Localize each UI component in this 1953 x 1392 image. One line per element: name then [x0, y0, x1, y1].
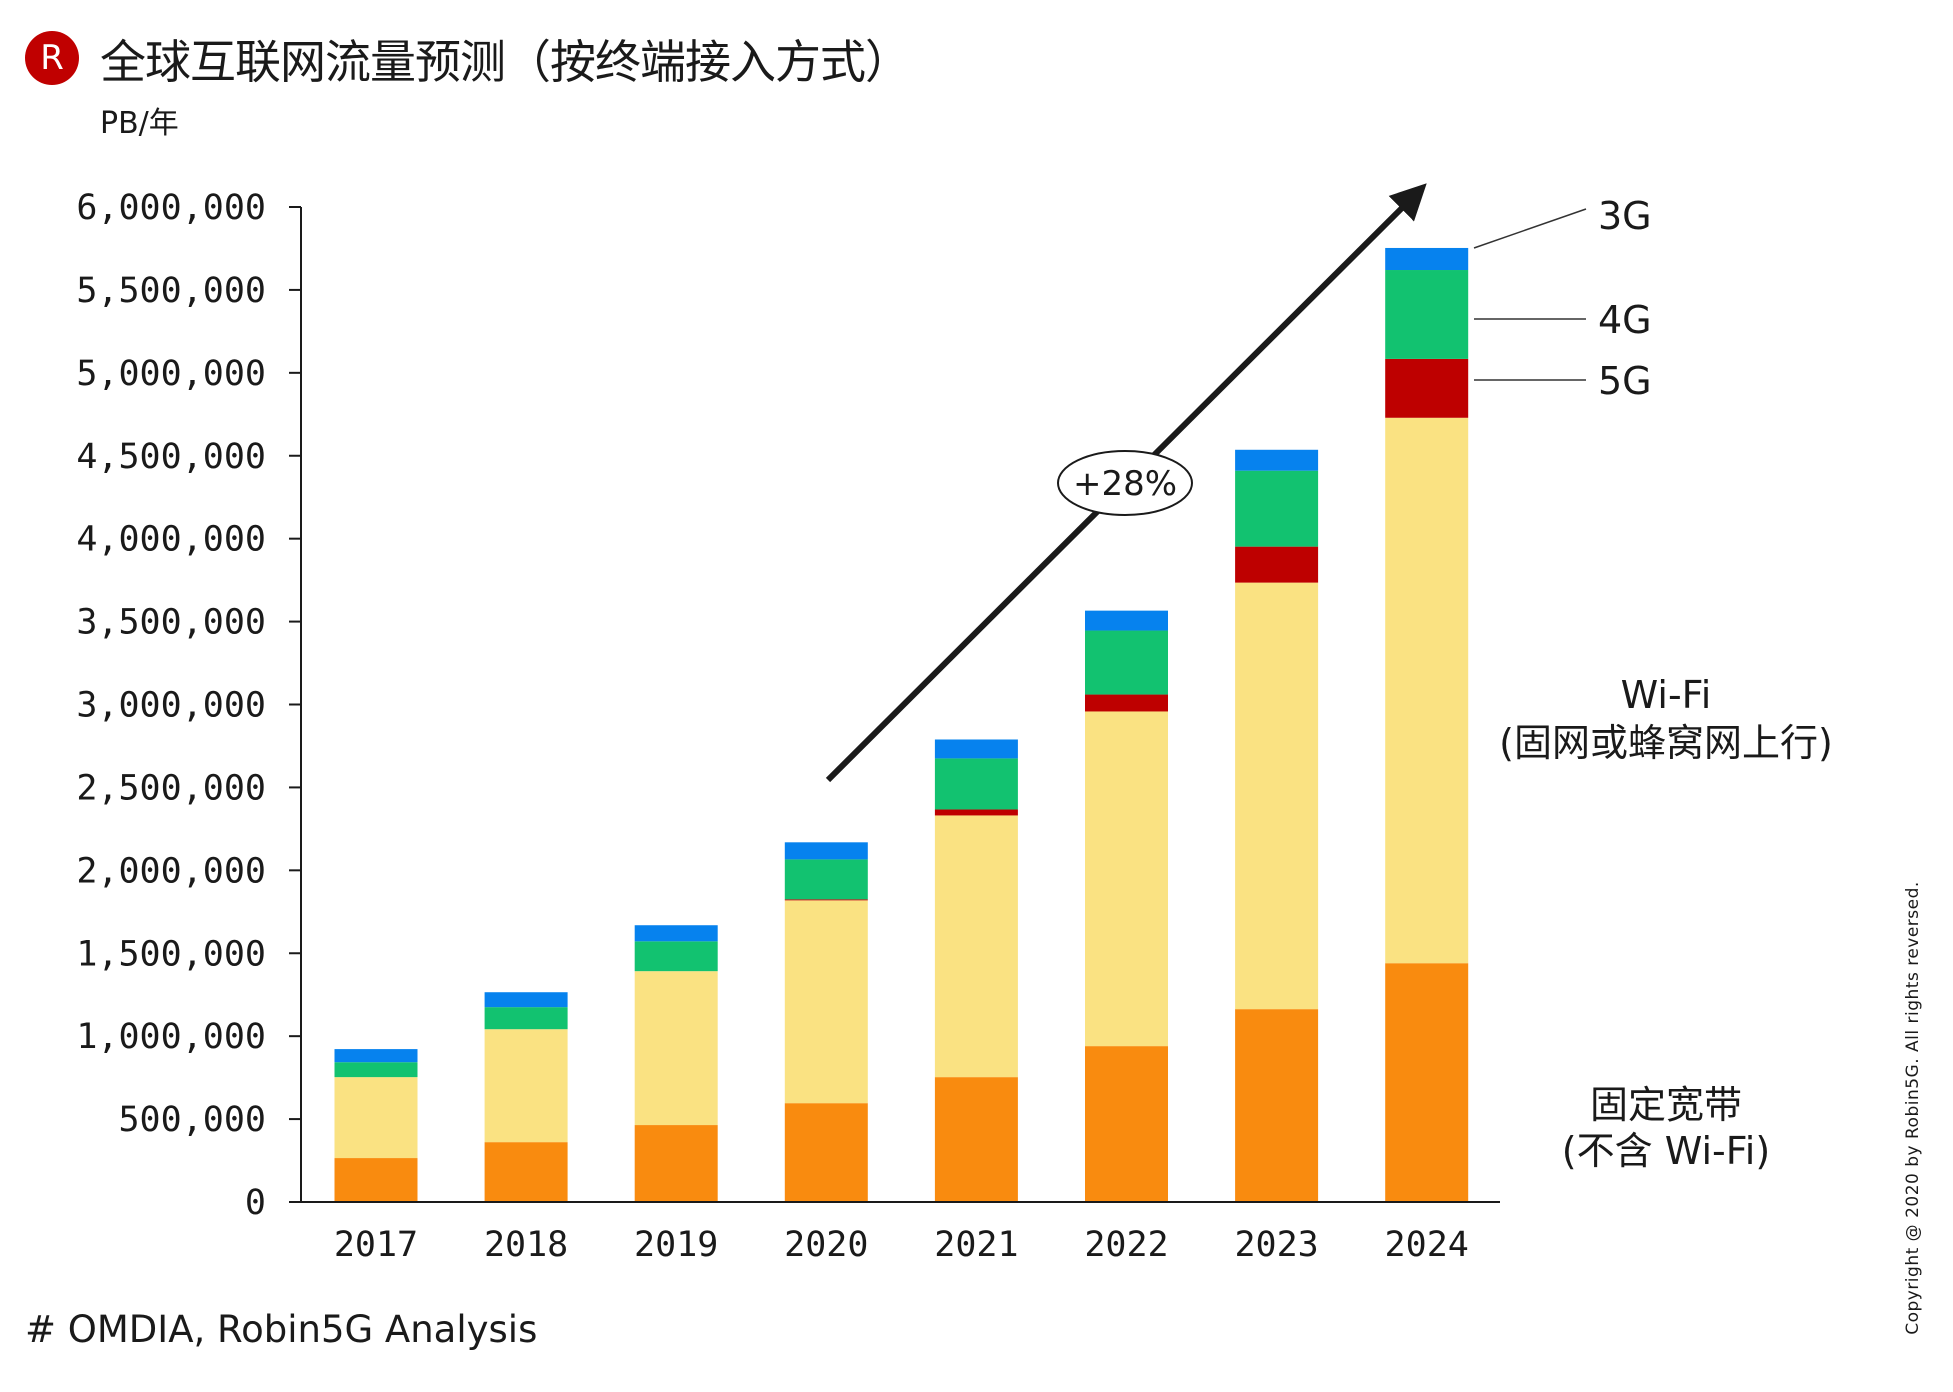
bar-segment-2024-5g [1385, 358, 1469, 418]
y-tick-label: 5,500,000 [76, 271, 266, 311]
bar-segment-2022-5g [1085, 694, 1168, 712]
x-tick-label: 2024 [1385, 1225, 1469, 1265]
x-tick-label: 2021 [934, 1225, 1018, 1265]
y-tick-label: 4,000,000 [76, 520, 266, 560]
bar-segment-2020-fixed [784, 1103, 868, 1202]
bar-segment-2017-fixed [334, 1158, 418, 1202]
bar-segment-2021-5g [934, 809, 1018, 816]
label-fixed-line2: (不含 Wi-Fi) [1562, 1129, 1770, 1173]
bar-segment-2017-3g [334, 1049, 418, 1063]
bar-segment-2024-fixed [1385, 963, 1469, 1202]
bar-segment-2020-5g [784, 899, 868, 901]
y-tick-label: 3,500,000 [76, 603, 266, 643]
y-axis-ticks: 0 500,000 1,000,000 1,500,000 2,000,000 2,500… [76, 188, 301, 1223]
bar-segment-2020-wifi [784, 900, 868, 1104]
x-tick-label: 2020 [784, 1225, 868, 1265]
bar-segment-2022-3g [1085, 610, 1168, 631]
y-tick-label: 2,000,000 [76, 851, 266, 891]
bar-segment-2023-4g [1235, 470, 1319, 547]
y-tick-label: 6,000,000 [76, 188, 266, 228]
bar-segment-2021-fixed [934, 1077, 1018, 1202]
bar-segment-2019-fixed [634, 1125, 718, 1202]
bar-segment-2019-4g [634, 941, 718, 972]
x-tick-label: 2022 [1084, 1225, 1168, 1265]
label-fixed-line1: 固定宽带 [1590, 1083, 1742, 1127]
bar-segment-2018-4g [484, 1007, 568, 1030]
unit-label: PB/年 [100, 106, 179, 141]
x-tick-label: 2017 [334, 1225, 418, 1265]
bar-segment-2018-fixed [484, 1142, 568, 1202]
bar-segment-2021-4g [934, 758, 1018, 810]
x-tick-label: 2023 [1234, 1225, 1318, 1265]
y-tick-label: 0 [245, 1183, 266, 1223]
copyright-note: Copyright @ 2020 by Robin5G. All rights … [1903, 881, 1923, 1335]
bar-segment-2020-4g [784, 859, 868, 900]
y-tick-label: 5,000,000 [76, 354, 266, 394]
bar-segment-2022-4g [1085, 630, 1168, 695]
bar-segment-2020-3g [784, 842, 868, 860]
bar-segment-2018-wifi [484, 1029, 568, 1143]
bar-segment-2017-wifi [334, 1077, 418, 1159]
bars-group [334, 247, 1469, 1202]
brand-logo: R [25, 31, 79, 85]
bar-segment-2019-3g [634, 925, 718, 942]
leader-line-3g [1473, 208, 1587, 249]
bar-segment-2021-3g [934, 739, 1018, 759]
growth-badge-label: +28% [1073, 464, 1177, 504]
bar-segment-2017-4g [334, 1062, 418, 1078]
label-3g: 3G [1598, 194, 1652, 238]
bar-segment-2022-fixed [1085, 1046, 1168, 1202]
bar-segment-2023-wifi [1235, 582, 1319, 1010]
growth-badge-ellipse [1057, 450, 1193, 516]
label-4g: 4G [1598, 298, 1652, 342]
bar-segment-2023-5g [1235, 546, 1319, 583]
y-tick-label: 2,500,000 [76, 768, 266, 808]
label-wifi-line2: (固网或蜂窝网上行) [1499, 721, 1833, 765]
x-axis-ticks: 2017 2018 2019 2020 2021 2022 2023 2024 [334, 1225, 1469, 1265]
bar-segment-2022-wifi [1085, 711, 1168, 1047]
y-tick-label: 4,500,000 [76, 437, 266, 477]
bar-segment-2023-fixed [1235, 1009, 1319, 1202]
bar-segment-2023-3g [1235, 449, 1319, 471]
x-tick-label: 2019 [634, 1225, 718, 1265]
bar-segment-2019-wifi [634, 971, 718, 1126]
bar-segment-2021-wifi [934, 815, 1018, 1078]
y-tick-label: 1,500,000 [76, 934, 266, 974]
y-tick-label: 1,000,000 [76, 1017, 266, 1057]
bar-segment-2024-wifi [1385, 417, 1469, 964]
axes-group [289, 207, 1500, 1203]
chart-title: 全球互联网流量预测（按终端接入方式） [100, 35, 911, 89]
y-tick-label: 500,000 [118, 1100, 266, 1140]
label-wifi-line1: Wi-Fi [1621, 673, 1712, 717]
bar-segment-2024-4g [1385, 270, 1469, 359]
x-tick-label: 2018 [484, 1225, 568, 1265]
source-note: # OMDIA, Robin5G Analysis [25, 1308, 538, 1351]
bar-segment-2024-3g [1385, 247, 1469, 271]
bar-segment-2018-3g [484, 992, 568, 1008]
label-5g: 5G [1598, 359, 1652, 403]
y-tick-label: 3,000,000 [76, 686, 266, 726]
